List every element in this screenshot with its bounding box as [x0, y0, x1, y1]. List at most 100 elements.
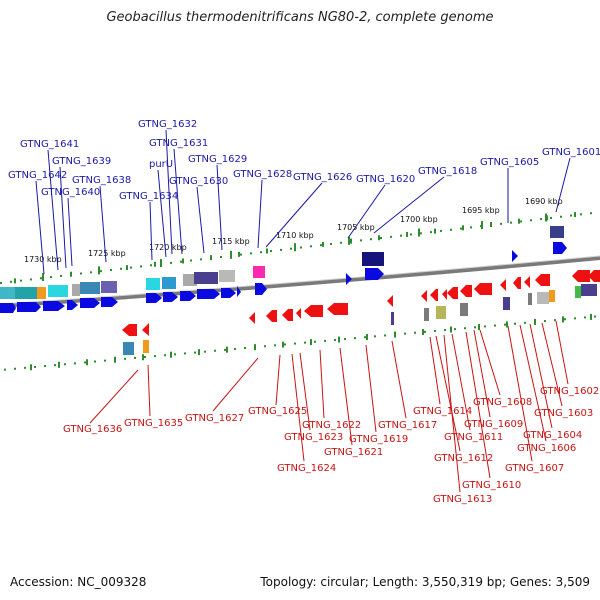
reverse-gene-arrow[interactable]	[447, 287, 458, 299]
forward-gene-label[interactable]: GTNG_1631	[149, 138, 208, 149]
forward-gene-label[interactable]: GTNG_1629	[188, 154, 247, 165]
reverse-leader-line	[435, 335, 461, 452]
forward-leader-line	[99, 185, 107, 263]
forward-gene-arrow[interactable]	[43, 301, 65, 311]
forward-gene-label[interactable]: GTNG_1618	[418, 166, 477, 177]
forward-gene-label[interactable]: GTNG_1640	[41, 187, 100, 198]
reverse-gene-arrow[interactable]	[588, 270, 600, 282]
reverse-gene-label[interactable]: GTNG_1624	[277, 463, 336, 474]
forward-gene-label[interactable]: GTNG_1634	[119, 191, 178, 202]
forward-gene-arrow[interactable]	[146, 293, 162, 303]
accession-text: Accession: NC_009328	[10, 575, 147, 589]
reverse-gene-arrow[interactable]	[442, 289, 447, 300]
reverse-gene-arrow[interactable]	[513, 277, 521, 289]
reverse-gene-arrow[interactable]	[572, 270, 590, 282]
reverse-gene-label[interactable]: GTNG_1612	[434, 453, 493, 464]
reverse-gene-arrow[interactable]	[524, 276, 530, 288]
reverse-gene-arrow[interactable]	[282, 309, 293, 321]
reverse-gene-arrow[interactable]	[430, 289, 438, 301]
forward-gene-arrow[interactable]	[221, 288, 236, 298]
forward-gene-arrow[interactable]	[17, 302, 41, 312]
forward-gene-arrow[interactable]	[163, 292, 178, 302]
forward-gene-arrow[interactable]	[553, 242, 567, 254]
scale-minor-tick	[506, 321, 508, 328]
forward-gene-arrow[interactable]	[237, 286, 241, 297]
reverse-leader-line	[529, 323, 553, 429]
forward-gene-arrow[interactable]	[512, 250, 518, 262]
reverse-gene-label[interactable]: GTNG_1625	[248, 406, 307, 417]
forward-gene-label[interactable]: GTNG_1632	[138, 119, 197, 130]
forward-gene-arrow[interactable]	[101, 297, 118, 307]
forward-gene-label[interactable]: GTNG_1638	[72, 175, 131, 186]
scale-dot	[464, 327, 466, 330]
reverse-leader-line	[299, 352, 311, 431]
scale-minor-tick	[366, 334, 368, 341]
reverse-gene-label[interactable]: GTNG_1635	[124, 418, 183, 429]
reverse-gene-label[interactable]: GTNG_1608	[473, 397, 532, 408]
forward-leader-line	[347, 184, 386, 239]
forward-gene-label[interactable]: purU	[149, 159, 173, 170]
scale-dot	[360, 239, 362, 242]
forward-gene-label[interactable]: GTNG_1601	[542, 147, 600, 158]
forward-leader-line	[47, 149, 59, 271]
forward-gene-label[interactable]: GTNG_1620	[356, 174, 415, 185]
reverse-gene-label[interactable]: GTNG_1603	[534, 408, 593, 419]
scale-dot	[120, 267, 122, 270]
forward-gene-arrow[interactable]	[255, 283, 267, 295]
forward-gene-arrow[interactable]	[365, 268, 384, 280]
reverse-gene-label[interactable]: GTNG_1604	[523, 430, 582, 441]
reverse-gene-arrow[interactable]	[249, 312, 255, 324]
reverse-gene-arrow[interactable]	[535, 274, 550, 286]
cog-box	[424, 308, 429, 321]
reverse-gene-arrow[interactable]	[142, 323, 149, 336]
reverse-gene-arrow[interactable]	[304, 305, 323, 317]
reverse-gene-arrow[interactable]	[122, 324, 137, 336]
forward-gene-arrow[interactable]	[67, 300, 78, 310]
reverse-gene-label[interactable]: GTNG_1614	[413, 406, 472, 417]
reverse-gene-label[interactable]: GTNG_1622	[302, 420, 361, 431]
reverse-gene-arrow[interactable]	[460, 285, 472, 297]
scale-minor-tick	[14, 278, 16, 284]
reverse-gene-label[interactable]: GTNG_1627	[185, 413, 244, 424]
reverse-gene-label[interactable]: GTNG_1607	[505, 463, 564, 474]
reverse-gene-label[interactable]: GTNG_1617	[378, 420, 437, 431]
forward-gene-label[interactable]: GTNG_1641	[20, 139, 79, 150]
reverse-gene-label[interactable]: GTNG_1602	[540, 386, 599, 397]
reverse-gene-label[interactable]: GTNG_1609	[464, 419, 523, 430]
reverse-gene-arrow[interactable]	[296, 308, 301, 319]
forward-leader-line	[157, 169, 167, 258]
forward-gene-label[interactable]: GTNG_1642	[8, 170, 67, 181]
reverse-gene-arrow[interactable]	[421, 290, 427, 302]
forward-gene-label[interactable]: GTNG_1630	[169, 176, 228, 187]
scale-minor-tick	[546, 215, 548, 221]
reverse-gene-label[interactable]: GTNG_1621	[324, 447, 383, 458]
forward-gene-arrow[interactable]	[180, 291, 196, 301]
reverse-gene-arrow[interactable]	[266, 310, 277, 322]
reverse-gene-label[interactable]: GTNG_1613	[433, 494, 492, 505]
scale-dot	[494, 324, 496, 327]
reverse-gene-label[interactable]: GTNG_1611	[444, 432, 503, 443]
forward-gene-label[interactable]: GTNG_1605	[480, 157, 539, 168]
forward-gene-arrow[interactable]	[0, 303, 16, 313]
forward-gene-label[interactable]: GTNG_1626	[293, 172, 352, 183]
reverse-gene-label[interactable]: GTNG_1606	[517, 443, 576, 454]
forward-gene-arrow[interactable]	[197, 289, 220, 299]
reverse-gene-label[interactable]: GTNG_1636	[63, 424, 122, 435]
reverse-gene-arrow[interactable]	[327, 303, 348, 315]
scale-dot	[554, 319, 556, 322]
forward-gene-label[interactable]: GTNG_1628	[233, 169, 292, 180]
scale-dot	[444, 329, 446, 332]
reverse-gene-arrow[interactable]	[500, 279, 506, 291]
cog-box	[194, 272, 218, 284]
reverse-gene-label[interactable]: GTNG_1610	[462, 480, 521, 491]
forward-gene-arrow[interactable]	[346, 273, 352, 285]
reverse-gene-label[interactable]: GTNG_1623	[284, 432, 343, 443]
reverse-gene-label[interactable]: GTNG_1619	[349, 434, 408, 445]
forward-gene-arrow[interactable]	[80, 298, 100, 308]
scale-dot	[40, 277, 42, 280]
reverse-gene-arrow[interactable]	[387, 295, 393, 307]
scale-dot	[200, 258, 202, 261]
forward-gene-label[interactable]: GTNG_1639	[52, 156, 111, 167]
scale-minor-tick	[574, 212, 576, 218]
reverse-gene-arrow[interactable]	[474, 283, 492, 295]
